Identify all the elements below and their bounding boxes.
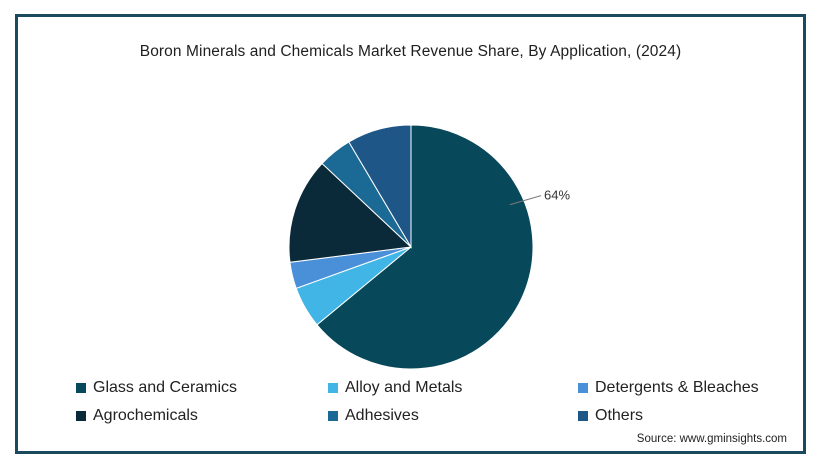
source-note: Source: www.gminsights.com	[636, 433, 787, 445]
legend-label: Detergents & Bleaches	[595, 379, 759, 396]
legend-label: Glass and Ceramics	[93, 379, 238, 396]
data-label-leader	[509, 195, 542, 206]
legend-swatch	[76, 411, 86, 421]
legend-item: Glass and Ceramics	[76, 379, 237, 397]
legend-item: Alloy and Metals	[328, 379, 462, 397]
legend-label: Agrochemicals	[93, 407, 198, 424]
chart-frame: Boron Minerals and Chemicals Market Reve…	[15, 14, 806, 454]
legend-swatch	[76, 383, 86, 393]
legend-swatch	[578, 411, 588, 421]
legend-item: Adhesives	[328, 407, 419, 425]
legend-item: Detergents & Bleaches	[578, 379, 759, 397]
legend-item: Others	[578, 407, 643, 425]
legend-swatch	[328, 383, 338, 393]
pie-slice-agrochemicals	[288, 162, 413, 263]
data-label: 64%	[544, 188, 570, 203]
pie-chart: 64%	[288, 124, 570, 370]
legend-label: Others	[595, 407, 644, 424]
legend-label: Adhesives	[345, 407, 419, 424]
legend-swatch	[328, 411, 338, 421]
chart-title: Boron Minerals and Chemicals Market Reve…	[139, 43, 682, 60]
pie-slice-others	[348, 124, 412, 249]
legend-swatch	[578, 383, 588, 393]
pie-slice-glass-and-ceramics	[316, 124, 534, 370]
legend-label: Alloy and Metals	[345, 379, 463, 396]
legend-item: Agrochemicals	[76, 407, 198, 425]
